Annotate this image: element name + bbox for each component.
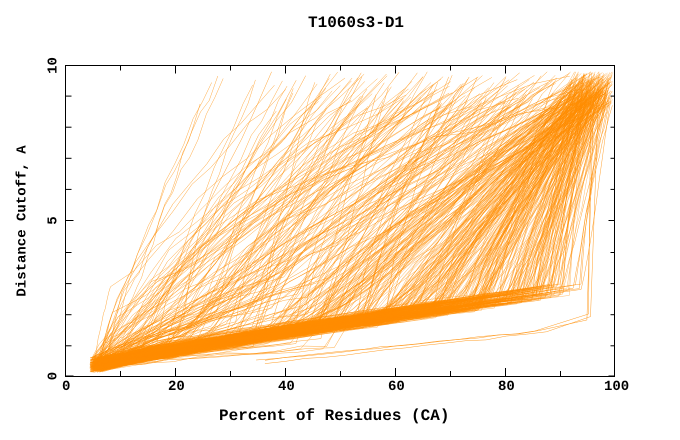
svg-text:0: 0 [46, 372, 62, 380]
svg-text:5: 5 [46, 216, 62, 224]
svg-text:Distance Cutoff, A: Distance Cutoff, A [15, 145, 31, 297]
svg-text:10: 10 [46, 57, 62, 74]
